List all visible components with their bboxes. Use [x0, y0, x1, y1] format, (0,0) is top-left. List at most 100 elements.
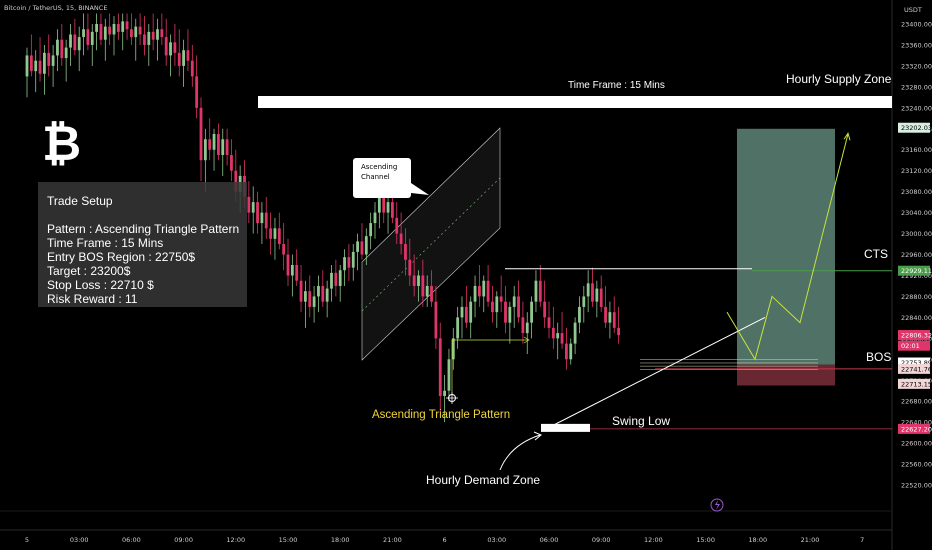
x-tick-label: 06:00 — [122, 536, 141, 544]
y-tick-label: 22840.00 — [901, 314, 932, 322]
x-tick-label: 5 — [25, 536, 29, 544]
candle-body — [103, 26, 107, 40]
y-tick-label: 22520.00 — [901, 482, 932, 490]
trade-setup-title: Trade Setup — [47, 194, 113, 208]
candle-body — [138, 26, 142, 35]
candle-body — [282, 244, 286, 255]
price-tag-bg — [898, 265, 930, 276]
candle-body — [451, 338, 455, 360]
candle-body — [147, 31, 151, 45]
candle-body — [173, 42, 177, 53]
candle-body — [617, 327, 620, 336]
setup-line-stop-loss: Stop Loss : 22710 $ — [47, 278, 154, 292]
candle-body — [421, 275, 425, 297]
y-tick-label: 22960.00 — [901, 251, 932, 259]
triangle-pointer-arrow — [523, 336, 530, 344]
candle-body — [604, 306, 607, 323]
candle-body — [391, 202, 394, 218]
setup-line-entry: Entry BOS Region : 22750$ — [47, 250, 196, 264]
candle-body — [82, 29, 85, 38]
candle-body — [212, 134, 216, 150]
candle-body — [69, 34, 72, 48]
candle-body — [77, 37, 81, 51]
demand-zone-arrowhead — [533, 431, 542, 441]
y-tick-label: 22680.00 — [901, 398, 932, 406]
ascending-trendline — [551, 316, 766, 427]
candle-body — [195, 76, 199, 108]
currency-label: USDT — [904, 6, 922, 14]
candlestick-series — [25, 13, 620, 423]
candle-body — [273, 228, 277, 239]
candle-body — [569, 343, 573, 360]
x-tick-label: 12:00 — [226, 536, 245, 544]
target-zone — [737, 128, 835, 365]
candle-body — [260, 212, 264, 224]
candle-body — [578, 306, 581, 323]
x-tick-label: 21:00 — [383, 536, 402, 544]
y-tick-label: 23000.00 — [901, 230, 932, 238]
candle-body — [125, 21, 129, 30]
setup-line-target: Target : 23200$ — [47, 264, 131, 278]
candle-body — [508, 306, 512, 323]
lightning-icon[interactable] — [710, 498, 724, 512]
candle-body — [347, 257, 351, 268]
y-tick-label: 22560.00 — [901, 461, 932, 469]
candle-body — [330, 272, 333, 289]
candle-body — [203, 139, 207, 161]
candle-body — [482, 280, 486, 297]
candle-body — [108, 26, 112, 35]
supply-zone-bar — [258, 96, 892, 108]
x-tick-label: 06:00 — [540, 536, 559, 544]
candle-body — [434, 301, 438, 339]
candle-body — [491, 301, 494, 313]
candle-body — [599, 288, 603, 307]
x-tick-label: 21:00 — [801, 536, 820, 544]
candle-body — [369, 223, 373, 237]
projection-path — [726, 133, 849, 361]
candle-body — [73, 34, 77, 51]
y-tick-label: 23240.00 — [901, 104, 932, 112]
candle-body — [582, 296, 586, 307]
y-tick-label: 23360.00 — [901, 41, 932, 49]
position-zones — [737, 128, 835, 386]
candle-body — [38, 60, 42, 74]
setup-line-pattern: Pattern : Ascending Triangle Pattern — [47, 222, 240, 236]
candle-body — [377, 196, 381, 213]
candle-body — [251, 202, 255, 213]
candle-body — [308, 291, 312, 307]
y-tick-label: 23040.00 — [901, 209, 932, 217]
candle-body — [286, 254, 290, 276]
candle-body — [591, 283, 594, 302]
candle-body — [190, 60, 194, 77]
price-tag-label: 22713.15 — [901, 380, 932, 388]
candle-body — [43, 52, 46, 74]
candle-body — [351, 251, 355, 268]
price-tag-label: 22806.32 — [901, 332, 932, 340]
candle-body — [269, 228, 272, 239]
channel-fill — [361, 127, 501, 361]
y-tick-label: 23400.00 — [901, 21, 932, 29]
candle-body — [504, 301, 507, 323]
price-tag-label: 23202.03 — [901, 124, 932, 132]
candle-body — [169, 42, 172, 56]
candle-body — [99, 24, 103, 40]
candle-body — [412, 275, 416, 286]
candle-body — [56, 39, 59, 56]
candle-body — [121, 21, 125, 32]
candle-body — [299, 280, 303, 302]
candle-body — [547, 317, 551, 328]
candle-body — [356, 241, 359, 252]
candle-body — [408, 259, 412, 276]
price-tag-bg — [898, 357, 930, 368]
bitcoin-icon: ₿ — [42, 116, 82, 172]
candle-body — [112, 24, 116, 35]
x-tick-label: 03:00 — [70, 536, 89, 544]
ascending-channel-label-2: Channel — [361, 173, 390, 181]
x-tick-label: 18:00 — [331, 536, 350, 544]
price-tags: 23202.0322929.1122806.3202:0122753.89227… — [898, 122, 932, 434]
candle-body — [534, 280, 538, 302]
x-tick-label: 03:00 — [487, 536, 506, 544]
candle-body — [565, 343, 568, 360]
candle-body — [151, 31, 155, 40]
